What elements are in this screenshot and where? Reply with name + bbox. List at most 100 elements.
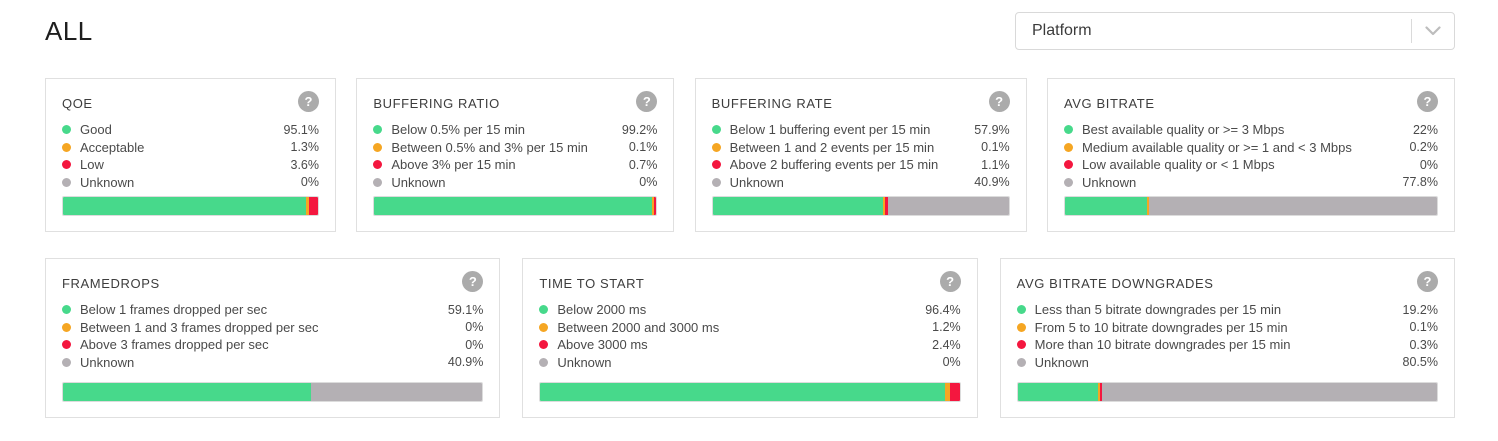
help-icon[interactable]: ?	[1416, 271, 1438, 292]
low-dot-icon	[711, 160, 721, 170]
acceptable-dot-icon	[373, 142, 383, 152]
legend-value: 59.1%	[447, 302, 484, 317]
unknown-dot-icon	[711, 177, 721, 187]
legend-label: Above 3000 ms	[557, 337, 648, 353]
acceptable-dot-icon	[1063, 142, 1073, 152]
legend-value: 0.2%	[1409, 140, 1438, 155]
topbar: ALL Platform	[45, 0, 1455, 50]
bar-segment-low	[308, 197, 318, 215]
low-dot-icon	[1063, 160, 1073, 170]
legend-label: Good	[80, 122, 112, 138]
legend-label: Best available quality or >= 3 Mbps	[1081, 122, 1285, 138]
legend-label: From 5 to 10 bitrate downgrades per 15 m…	[1034, 319, 1288, 335]
legend-row: Unknown 80.5%	[1016, 354, 1438, 372]
bar-segment-low	[1099, 383, 1102, 401]
stacked-bar	[62, 382, 484, 402]
legend-value: 99.2%	[621, 122, 658, 137]
legend-row: Good 95.1%	[62, 121, 319, 139]
good-dot-icon	[539, 305, 549, 315]
legend-value: 0.1%	[628, 140, 658, 155]
legend-label: Medium available quality or >= 1 and < 3…	[1081, 139, 1352, 155]
unknown-dot-icon	[373, 177, 383, 187]
legend-row: Above 3000 ms 2.4%	[539, 336, 961, 354]
card-header: BUFFERING RATIO ?	[373, 91, 658, 112]
low-dot-icon	[373, 160, 383, 170]
legend-label: Unknown	[80, 354, 135, 370]
bar-segment-acceptable	[652, 197, 655, 215]
card-header: AVG BITRATE DOWNGRADES ?	[1017, 271, 1438, 292]
legend-value: 22%	[1412, 122, 1438, 137]
legend-label: Between 1 and 3 frames dropped per sec	[80, 319, 319, 335]
acceptable-dot-icon	[62, 322, 71, 332]
metric-card-avg-bitrate-downgrades: AVG BITRATE DOWNGRADES ? Less than 5 bit…	[999, 258, 1455, 418]
legend-value: 0%	[300, 175, 319, 190]
stacked-bar	[1063, 196, 1438, 216]
legend-label: Above 3 frames dropped per sec	[80, 337, 269, 353]
metric-card-buffering-ratio: BUFFERING RATIO ? Below 0.5% per 15 min …	[356, 78, 675, 232]
legend-label: Below 1 frames dropped per sec	[80, 302, 268, 318]
unknown-dot-icon	[62, 357, 71, 367]
bar-segment-acceptable	[883, 197, 886, 215]
legend-value: 95.1%	[283, 122, 319, 137]
legend: Below 1 frames dropped per sec 59.1% Bet…	[62, 301, 483, 371]
unknown-dot-icon	[62, 177, 71, 187]
bar-segment-acceptable	[1146, 197, 1149, 215]
legend-label: Unknown	[1034, 354, 1089, 370]
good-dot-icon	[62, 305, 71, 315]
platform-dropdown[interactable]: Platform	[1015, 12, 1455, 50]
stacked-bar	[711, 196, 1010, 216]
legend-row: From 5 to 10 bitrate downgrades per 15 m…	[1016, 319, 1438, 337]
legend-label: Unknown	[80, 174, 135, 190]
legend-row: Below 2000 ms 96.4%	[539, 301, 961, 319]
help-icon[interactable]: ?	[1416, 91, 1438, 112]
help-icon[interactable]: ?	[988, 91, 1010, 112]
good-dot-icon	[1063, 125, 1073, 135]
stacked-bar	[62, 196, 319, 216]
bar-segment-unknown	[310, 383, 483, 401]
card-title: AVG BITRATE DOWNGRADES	[1016, 276, 1214, 291]
help-icon[interactable]: ?	[636, 91, 658, 112]
legend-label: Unknown	[729, 174, 784, 190]
legend-row: Less than 5 bitrate downgrades per 15 mi…	[1016, 301, 1438, 319]
stacked-bar	[1016, 382, 1438, 402]
legend-row: Above 2 buffering events per 15 min 1.1%	[711, 156, 1010, 174]
card-header: TIME TO START ?	[539, 271, 961, 292]
legend-label: Low available quality or < 1 Mbps	[1081, 157, 1275, 173]
acceptable-dot-icon	[711, 142, 721, 152]
legend-label: More than 10 bitrate downgrades per 15 m…	[1034, 337, 1291, 353]
bar-segment-unknown	[1101, 383, 1437, 401]
legend-label: Unknown	[1081, 174, 1137, 190]
acceptable-dot-icon	[539, 322, 549, 332]
bar-segment-low	[949, 383, 960, 401]
legend-row: Low 3.6%	[62, 156, 319, 174]
help-icon[interactable]: ?	[939, 271, 961, 292]
card-title: BUFFERING RATE	[711, 96, 833, 111]
card-header: FRAMEDROPS ?	[62, 271, 484, 292]
metric-card-time-to-start: TIME TO START ? Below 2000 ms 96.4% Betw…	[522, 258, 978, 418]
page-title: ALL	[45, 15, 93, 46]
legend-row: Medium available quality or >= 1 and < 3…	[1063, 139, 1438, 157]
platform-dropdown-label: Platform	[1032, 22, 1092, 39]
legend-value: 1.2%	[932, 320, 961, 335]
bar-segment-good	[540, 383, 945, 401]
low-dot-icon	[1016, 340, 1026, 350]
help-icon[interactable]: ?	[298, 91, 319, 112]
legend-row: Above 3 frames dropped per sec 0%	[62, 336, 483, 354]
cards-row-1: QOE ? Good 95.1% Acceptable 1.3% Low 3.6	[45, 78, 1455, 232]
legend-row: Unknown 0%	[62, 174, 319, 192]
card-header: QOE ?	[62, 91, 319, 112]
legend-row: Between 1 and 2 events per 15 min 0.1%	[711, 139, 1010, 157]
bar-segment-good	[63, 383, 311, 401]
card-title: FRAMEDROPS	[62, 276, 160, 291]
legend-value: 40.9%	[974, 175, 1010, 190]
metric-card-buffering-rate: BUFFERING RATE ? Below 1 buffering event…	[694, 78, 1027, 232]
bar-segment-good	[63, 197, 306, 215]
legend-row: Unknown 0%	[373, 174, 657, 192]
metric-card-framedrops: FRAMEDROPS ? Below 1 frames dropped per …	[45, 258, 501, 418]
help-icon[interactable]: ?	[462, 271, 484, 292]
chevron-down-icon	[1412, 26, 1454, 36]
metric-card-avg-bitrate: AVG BITRATE ? Best available quality or …	[1046, 78, 1455, 232]
legend-label: Unknown	[557, 354, 612, 370]
legend: Good 95.1% Acceptable 1.3% Low 3.6% Unkn…	[62, 121, 319, 191]
